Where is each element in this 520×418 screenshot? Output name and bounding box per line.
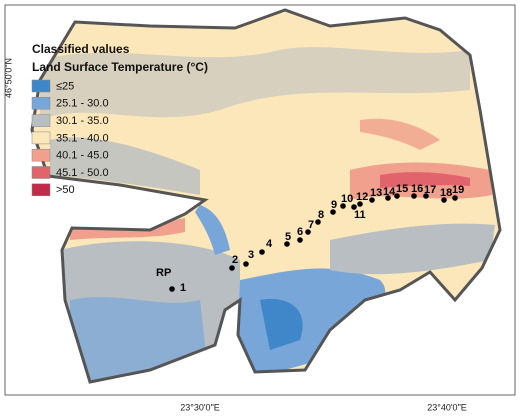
sample-point [229, 265, 235, 271]
legend-label: 30.1 - 35.0 [56, 115, 109, 127]
point-label: 16 [411, 183, 423, 195]
sample-point [441, 197, 447, 203]
sample-point [259, 249, 265, 255]
sample-point [169, 286, 175, 292]
legend-title: Land Surface Temperature (°C) [32, 60, 208, 74]
point-label: RP [156, 267, 171, 279]
legend-label: 45.1 - 50.0 [56, 167, 109, 179]
legend-title: Classified values [32, 42, 130, 56]
point-label: 2 [232, 254, 238, 266]
sample-point [351, 204, 357, 210]
legend-swatch [31, 166, 51, 179]
legend-swatch [31, 131, 51, 145]
sample-point [340, 203, 346, 209]
sample-point [297, 237, 303, 243]
point-label: 9 [331, 199, 337, 211]
sample-point [394, 193, 400, 199]
sample-point [423, 193, 429, 199]
longitude-label: 23°30'0"E [180, 402, 220, 412]
legend-label: 40.1 - 45.0 [56, 150, 109, 162]
point-label: 6 [297, 226, 303, 238]
legend-swatch [31, 114, 51, 127]
point-label: 4 [266, 238, 273, 250]
sample-point [385, 195, 391, 201]
sample-point [357, 201, 363, 207]
sample-point [305, 229, 311, 235]
point-label: 3 [248, 249, 254, 261]
point-label: 10 [341, 193, 353, 205]
sample-point [452, 195, 458, 201]
point-label: 5 [285, 231, 291, 243]
legend-label: 25.1 - 30.0 [56, 98, 109, 110]
sample-point [315, 219, 321, 225]
point-label: 14 [383, 186, 396, 198]
point-label: 18 [440, 187, 452, 199]
sample-point [369, 197, 375, 203]
point-label: 17 [424, 184, 436, 196]
region-outline [30, 8, 502, 384]
point-label: 1 [180, 282, 186, 294]
point-label: 8 [318, 209, 324, 221]
point-label: 11 [354, 209, 366, 221]
legend-swatch [31, 97, 51, 110]
legend-swatch [31, 148, 51, 162]
point-label: 12 [356, 191, 368, 203]
sample-point [411, 193, 417, 199]
point-label: 13 [370, 187, 382, 199]
legend-label: ≤25 [56, 80, 74, 92]
sample-point [243, 261, 249, 267]
point-label: 19 [452, 184, 464, 196]
point-label: 15 [396, 183, 408, 195]
legend-label: 35.1 - 40.0 [56, 132, 109, 144]
longitude-label: 23°40'0"E [427, 402, 467, 412]
sample-point [284, 241, 290, 247]
legend-label: >50 [56, 184, 75, 196]
legend-swatch [31, 183, 51, 197]
latitude-label: 46°50'0"N [3, 58, 13, 98]
sample-point [330, 209, 336, 215]
point-label: 7 [308, 219, 314, 231]
legend-swatch [31, 79, 51, 93]
